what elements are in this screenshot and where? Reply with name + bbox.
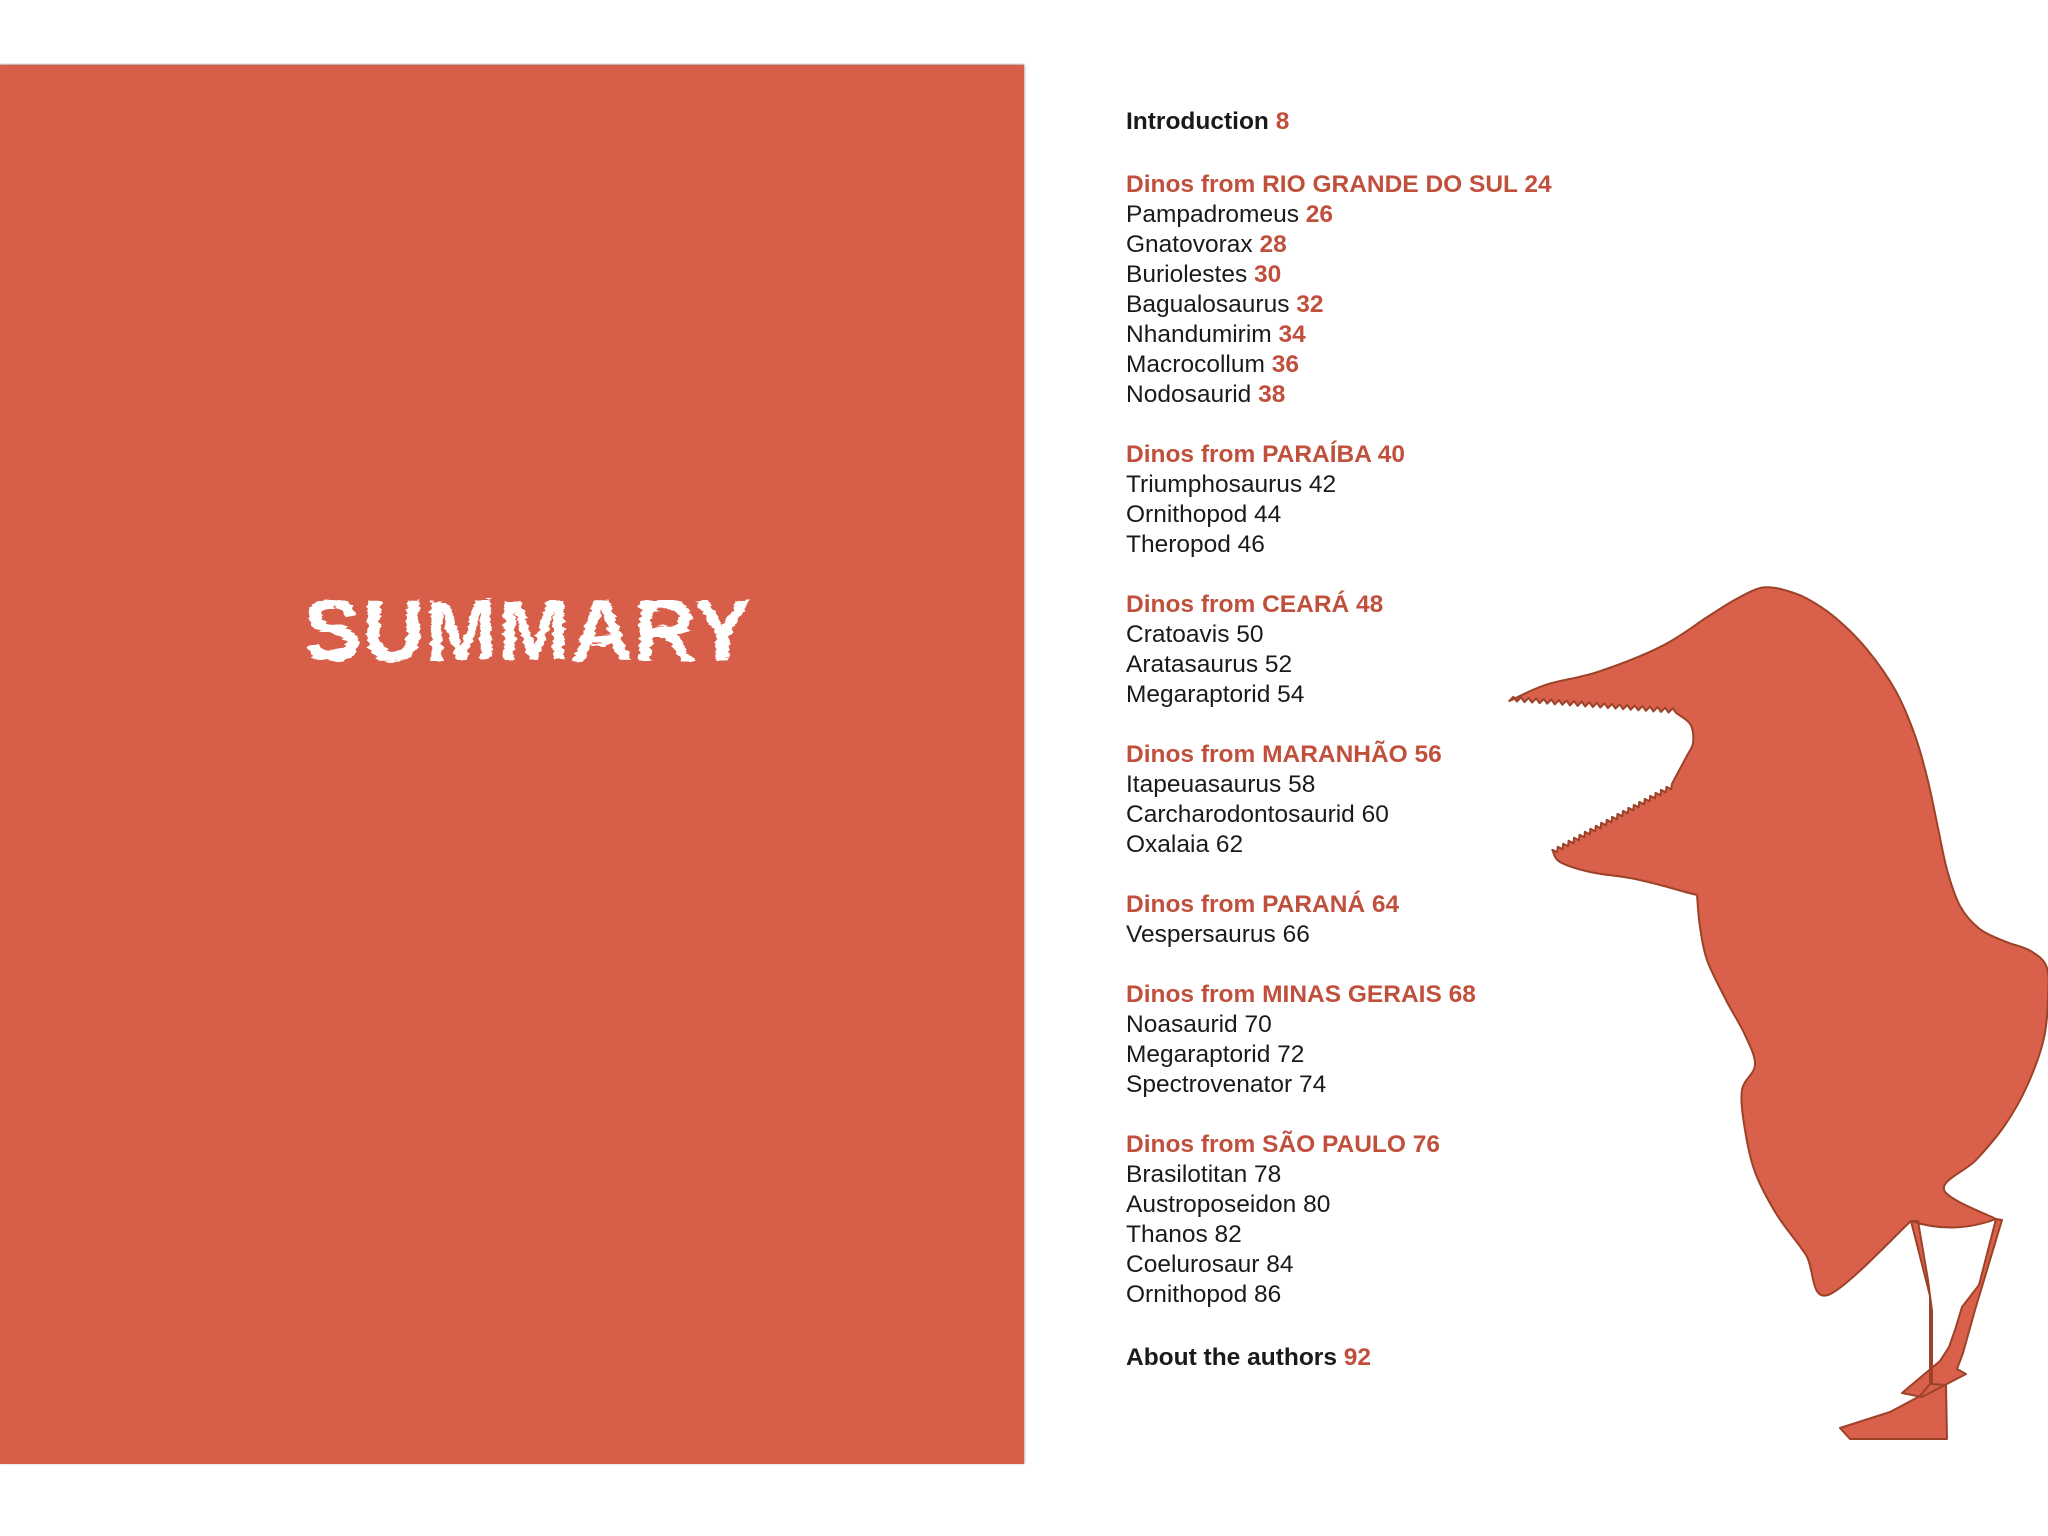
svg-text:SUMMARY: SUMMARY [304,583,752,679]
